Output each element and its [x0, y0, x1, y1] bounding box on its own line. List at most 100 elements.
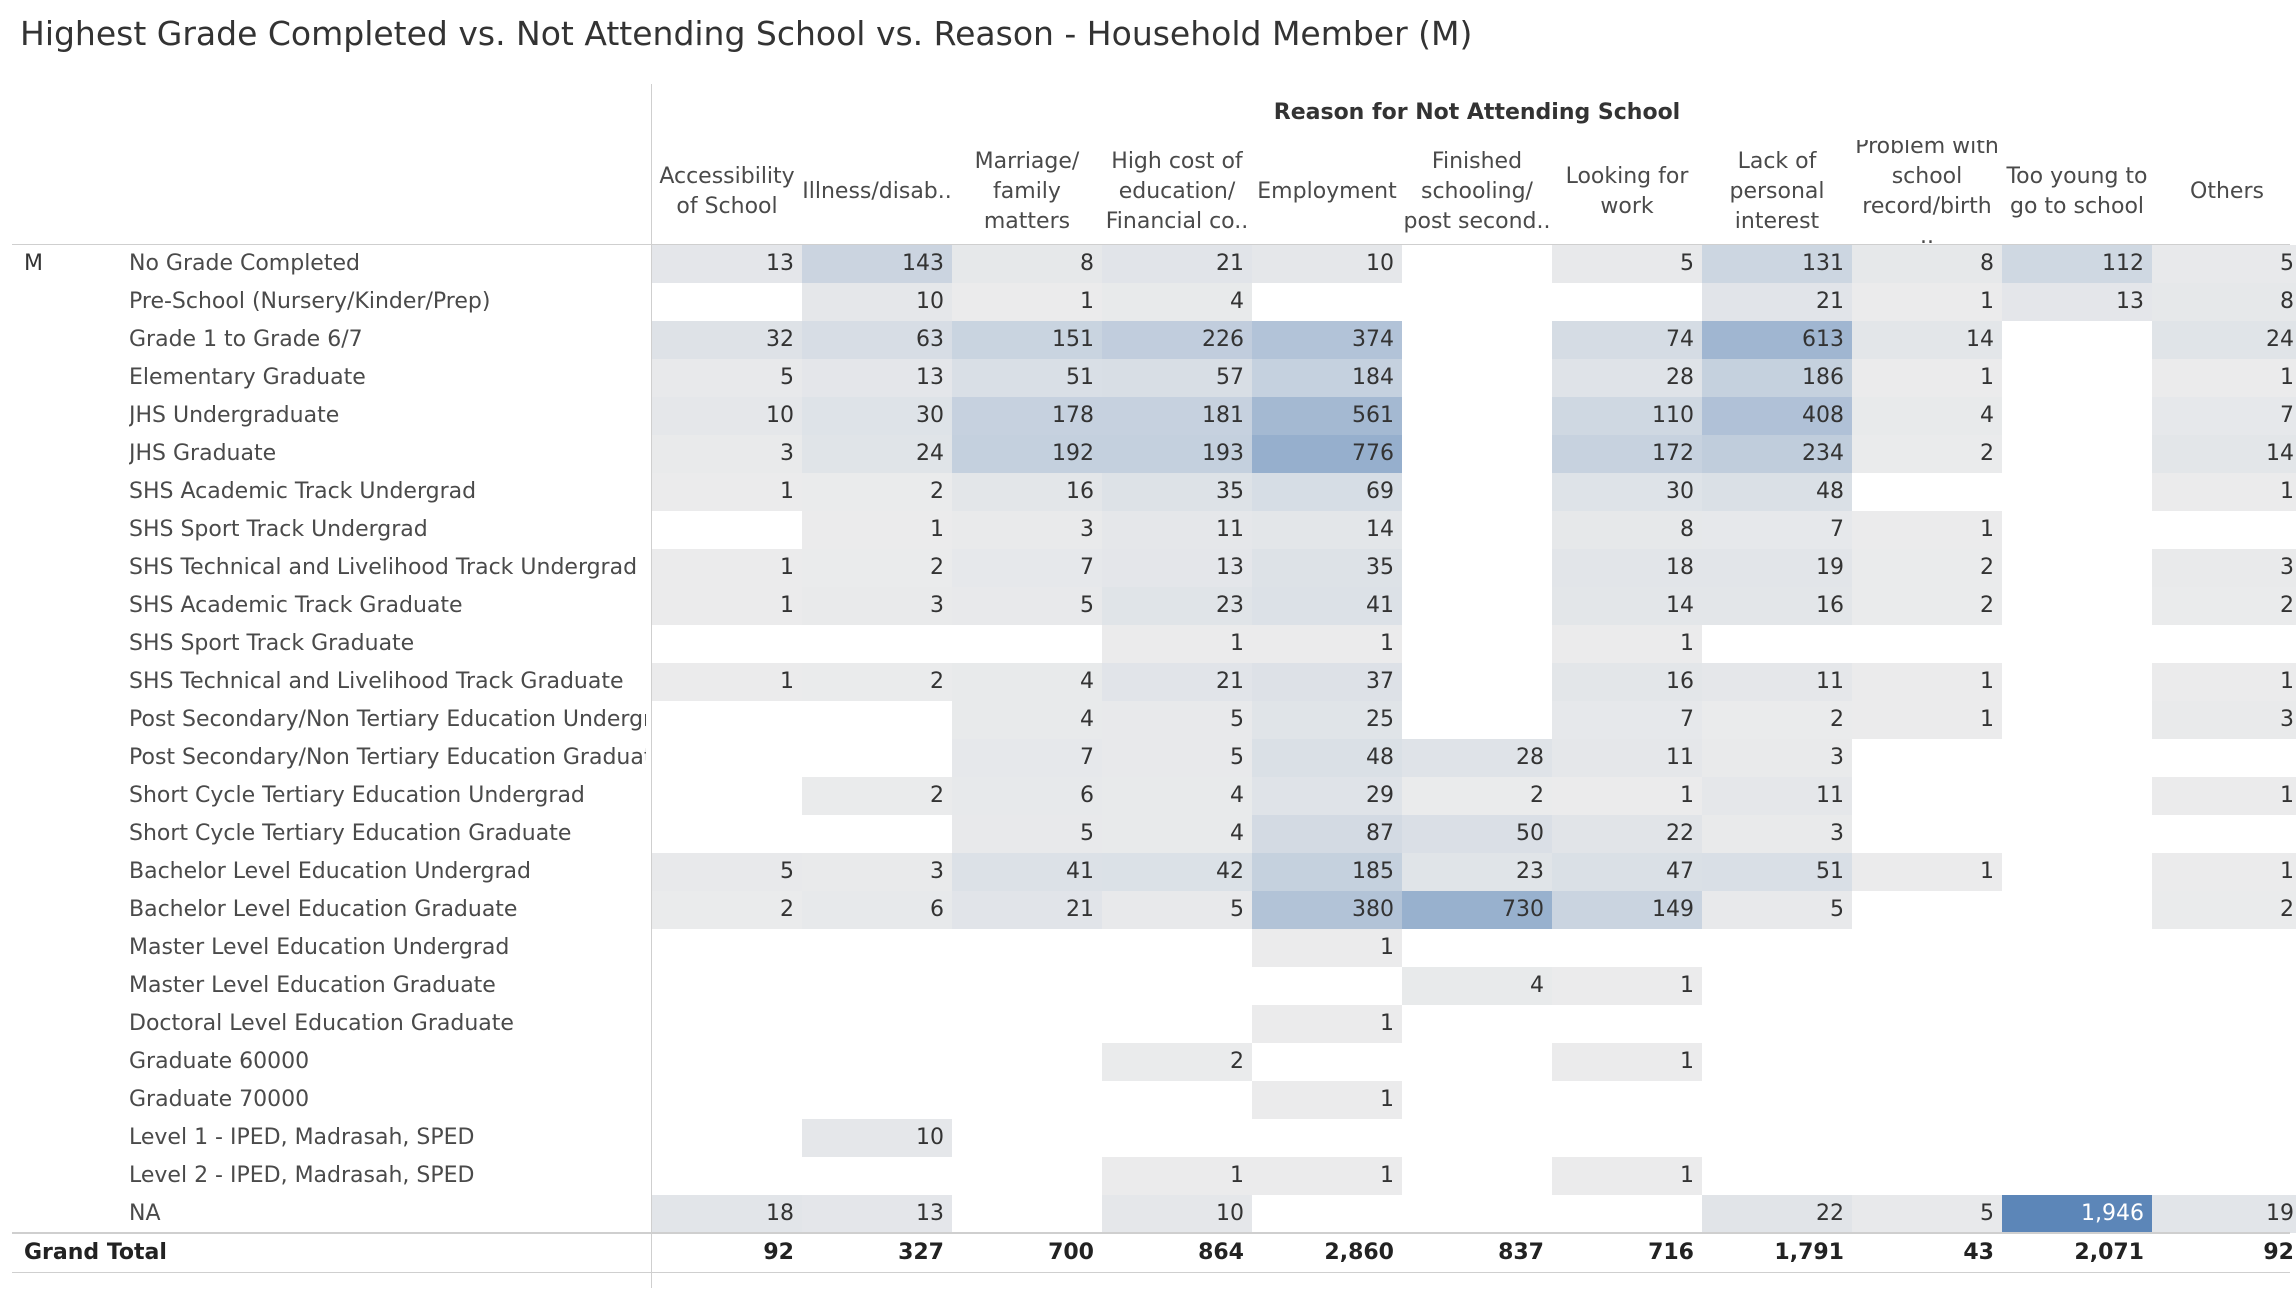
grand-total-cell: 2,071	[2074, 1240, 2144, 1265]
table-cell: 3	[1702, 815, 1852, 853]
table-cell: 1	[1852, 359, 2002, 397]
table-cell: 3	[802, 587, 952, 625]
table-cell: 1	[2152, 663, 2296, 701]
column-header-line: Accessibility	[659, 164, 795, 189]
grand-total-cell: 837	[1498, 1240, 1544, 1265]
table-cell: 1	[1102, 1157, 1252, 1195]
table-cell: 1	[1852, 283, 2002, 321]
column-header: Lack of personal interest	[1702, 140, 1852, 244]
row-label: Short Cycle Tertiary Education Graduate	[129, 821, 572, 846]
table-cell: 2	[652, 891, 802, 929]
table-cell: 561	[1252, 397, 1402, 435]
table-cell: 172	[1552, 435, 1702, 473]
table-cell: 6	[952, 777, 1102, 815]
grand-total-cell: 1,791	[1774, 1240, 1844, 1265]
table-cell: 2	[1852, 549, 2002, 587]
table-cell: 1	[2152, 777, 2296, 815]
table-cell: 234	[1702, 435, 1852, 473]
column-header: Marriage/family matters	[952, 140, 1102, 244]
table-cell: 5	[2152, 245, 2296, 283]
table-cell: 5	[1102, 891, 1252, 929]
table-cell: 51	[952, 359, 1102, 397]
column-header-line: post second..	[1403, 209, 1551, 234]
table-cell: 29	[1252, 777, 1402, 815]
table-cell: 178	[952, 397, 1102, 435]
grand-total-cell: 2,860	[1324, 1240, 1394, 1265]
table-cell: 1	[652, 473, 802, 511]
column-header: Looking for work	[1552, 140, 1702, 244]
table-cell: 41	[1252, 587, 1402, 625]
table-cell: 1	[652, 587, 802, 625]
table-cell: 10	[802, 283, 952, 321]
column-header-line: Marriage/	[974, 149, 1080, 174]
table-cell: 1	[2152, 359, 2296, 397]
table-cell: 5	[952, 815, 1102, 853]
table-cell: 110	[1552, 397, 1702, 435]
table-cell: 185	[1252, 853, 1402, 891]
table-cell: 10	[652, 397, 802, 435]
table-cell: 3	[652, 435, 802, 473]
row-label: Doctoral Level Education Graduate	[129, 1011, 514, 1036]
table-cell: 16	[952, 473, 1102, 511]
table-cell: 151	[952, 321, 1102, 359]
chart-title: Highest Grade Completed vs. Not Attendin…	[20, 14, 1473, 53]
table-cell: 1	[1252, 1005, 1402, 1043]
table-cell: 11	[1702, 663, 1852, 701]
grand-total-cell: 864	[1198, 1240, 1244, 1265]
table-cell: 380	[1252, 891, 1402, 929]
grand-total-top-divider	[12, 1232, 2290, 1234]
column-header: Employment	[1252, 140, 1402, 244]
table-cell: 1	[1252, 929, 1402, 967]
table-cell: 1	[1552, 625, 1702, 663]
table-cell: 22	[1552, 815, 1702, 853]
column-header: Problem with school record/birth ..	[1852, 140, 2002, 244]
table-cell: 13	[802, 359, 952, 397]
table-cell: 8	[1852, 245, 2002, 283]
table-cell: 1	[652, 549, 802, 587]
table-cell: 87	[1252, 815, 1402, 853]
column-header: Others	[2152, 140, 2296, 244]
column-header-line: personal	[1729, 179, 1825, 204]
table-cell: 7	[1552, 701, 1702, 739]
column-header-line: of School	[676, 194, 778, 219]
table-cell: 374	[1252, 321, 1402, 359]
table-cell: 408	[1702, 397, 1852, 435]
table-cell: 21	[952, 891, 1102, 929]
table-cell: 3	[2152, 549, 2296, 587]
column-header-line: education/	[1118, 179, 1236, 204]
column-header-line: matters	[983, 209, 1071, 234]
row-label: Graduate 60000	[129, 1049, 310, 1074]
grand-total-cell: 700	[1048, 1240, 1094, 1265]
table-cell: 5	[1702, 891, 1852, 929]
table-cell: 3	[952, 511, 1102, 549]
table-cell: 730	[1402, 891, 1552, 929]
table-cell: 149	[1552, 891, 1702, 929]
column-header-line: Finished	[1431, 149, 1523, 174]
table-cell: 18	[1552, 549, 1702, 587]
table-cell: 2	[1402, 777, 1552, 815]
grand-total-cell: 92	[763, 1240, 794, 1265]
table-cell: 8	[2152, 283, 2296, 321]
table-cell: 14	[1252, 511, 1402, 549]
table-cell: 4	[1102, 777, 1252, 815]
table-cell: 192	[952, 435, 1102, 473]
table-cell: 37	[1252, 663, 1402, 701]
column-header-line: Looking for	[1565, 164, 1689, 189]
table-cell: 2	[802, 777, 952, 815]
table-cell: 1	[652, 663, 802, 701]
table-cell: 2	[802, 549, 952, 587]
table-cell: 28	[1402, 739, 1552, 777]
table-cell: 35	[1102, 473, 1252, 511]
table-cell: 2	[1702, 701, 1852, 739]
table-cell: 28	[1552, 359, 1702, 397]
table-cell: 14	[1552, 587, 1702, 625]
table-cell: 21	[1102, 245, 1252, 283]
table-cell: 35	[1252, 549, 1402, 587]
row-label: JHS Undergraduate	[129, 403, 340, 428]
table-cell: 1	[952, 283, 1102, 321]
table-cell: 776	[1252, 435, 1402, 473]
table-cell: 4	[1402, 967, 1552, 1005]
column-header: Illness/disab..	[802, 140, 952, 244]
row-label: SHS Sport Track Undergrad	[129, 517, 428, 542]
